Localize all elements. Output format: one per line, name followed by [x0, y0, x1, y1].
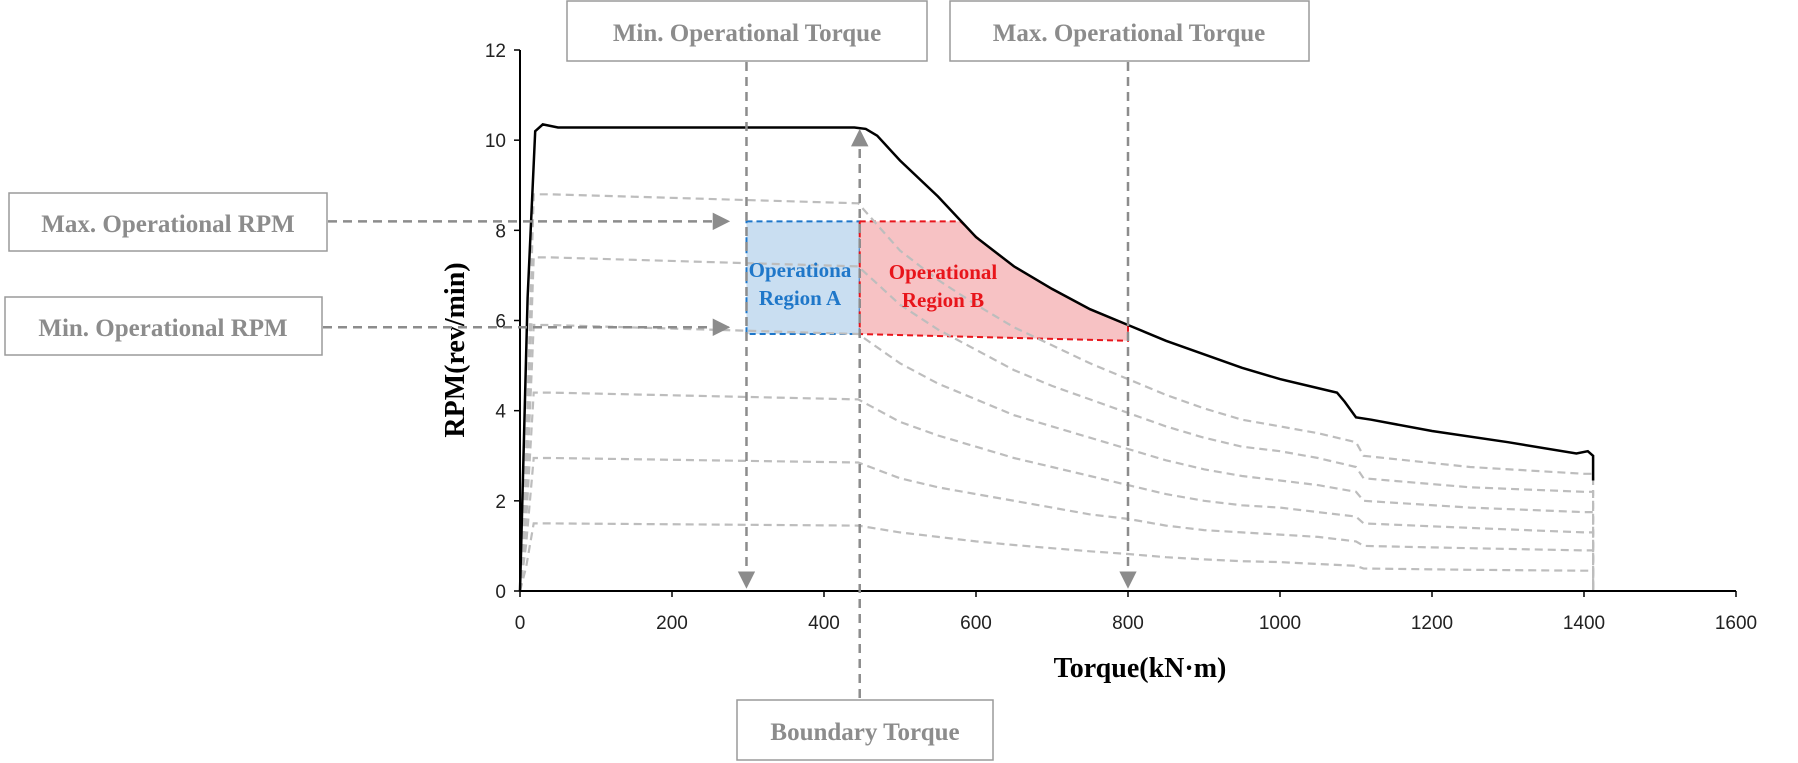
region-a-label: Operationa Region A	[749, 258, 852, 310]
x-tick-label: 1000	[1259, 613, 1301, 634]
family-curve	[518, 193, 1595, 592]
envelope-curve-group	[518, 123, 1595, 592]
min-torque-callout: Min. Operational Torque	[566, 0, 928, 62]
y-tick-label: 12	[485, 41, 506, 62]
envelope-curve	[518, 123, 1595, 592]
family-curves	[518, 193, 1595, 592]
y-tick-label: 2	[495, 492, 506, 513]
y-tick-label: 8	[495, 221, 506, 242]
max-rpm-box	[8, 192, 328, 252]
region-b-label: Operational Region B	[889, 260, 998, 312]
boundary-torque-label: Boundary Torque	[770, 719, 959, 746]
family-curve	[518, 391, 1595, 592]
max-rpm-callout: Max. Operational RPM	[8, 192, 328, 252]
max-torque-box	[949, 0, 1310, 62]
min-rpm-label: Min. Operational RPM	[38, 315, 287, 342]
y-tick-label: 10	[485, 131, 506, 152]
x-tick-label: 1200	[1411, 613, 1453, 634]
min-rpm-callout: Min. Operational RPM	[4, 296, 323, 356]
x-tick-label: 200	[656, 613, 688, 634]
min-torque-label: Min. Operational Torque	[613, 20, 881, 47]
family-curve	[518, 522, 1595, 592]
region-a-label-line1: Operationa	[749, 258, 852, 282]
x-tick-label: 0	[515, 613, 526, 634]
y-tick-label: 4	[495, 402, 506, 423]
y-tick-label: 6	[495, 312, 506, 333]
region-a-label-line2: Region A	[759, 286, 842, 310]
region-b-label-line1: Operational	[889, 260, 998, 284]
y-ticks: 0 2 4 6 8 10 12	[485, 41, 520, 603]
y-axis-title: RPM(rev/min)	[440, 262, 471, 437]
x-tick-label: 800	[1112, 613, 1144, 634]
x-tick-label: 1400	[1563, 613, 1605, 634]
x-axis-title: Torque(kN·m)	[1054, 653, 1227, 684]
x-tick-label: 400	[808, 613, 840, 634]
min-rpm-box	[4, 296, 323, 356]
family-curve	[518, 456, 1595, 592]
family-curve	[518, 323, 1595, 592]
x-tick-label: 600	[960, 613, 992, 634]
boundary-torque-box	[736, 699, 994, 761]
min-torque-box	[566, 0, 928, 62]
annotation-arrows	[323, 62, 1137, 698]
region-b-label-line2: Region B	[902, 288, 984, 312]
y-tick-label: 0	[495, 582, 506, 603]
x-tick-label: 1600	[1715, 613, 1757, 634]
region-b-area	[858, 220, 1129, 342]
max-rpm-label: Max. Operational RPM	[41, 211, 294, 238]
max-torque-callout: Max. Operational Torque	[949, 0, 1310, 62]
boundary-torque-callout: Boundary Torque	[736, 699, 994, 761]
x-ticks: 0 200 400 600 800 1000 1200 1400 1600	[515, 591, 1757, 634]
regions-layer	[745, 220, 1129, 342]
max-torque-label: Max. Operational Torque	[993, 20, 1266, 47]
